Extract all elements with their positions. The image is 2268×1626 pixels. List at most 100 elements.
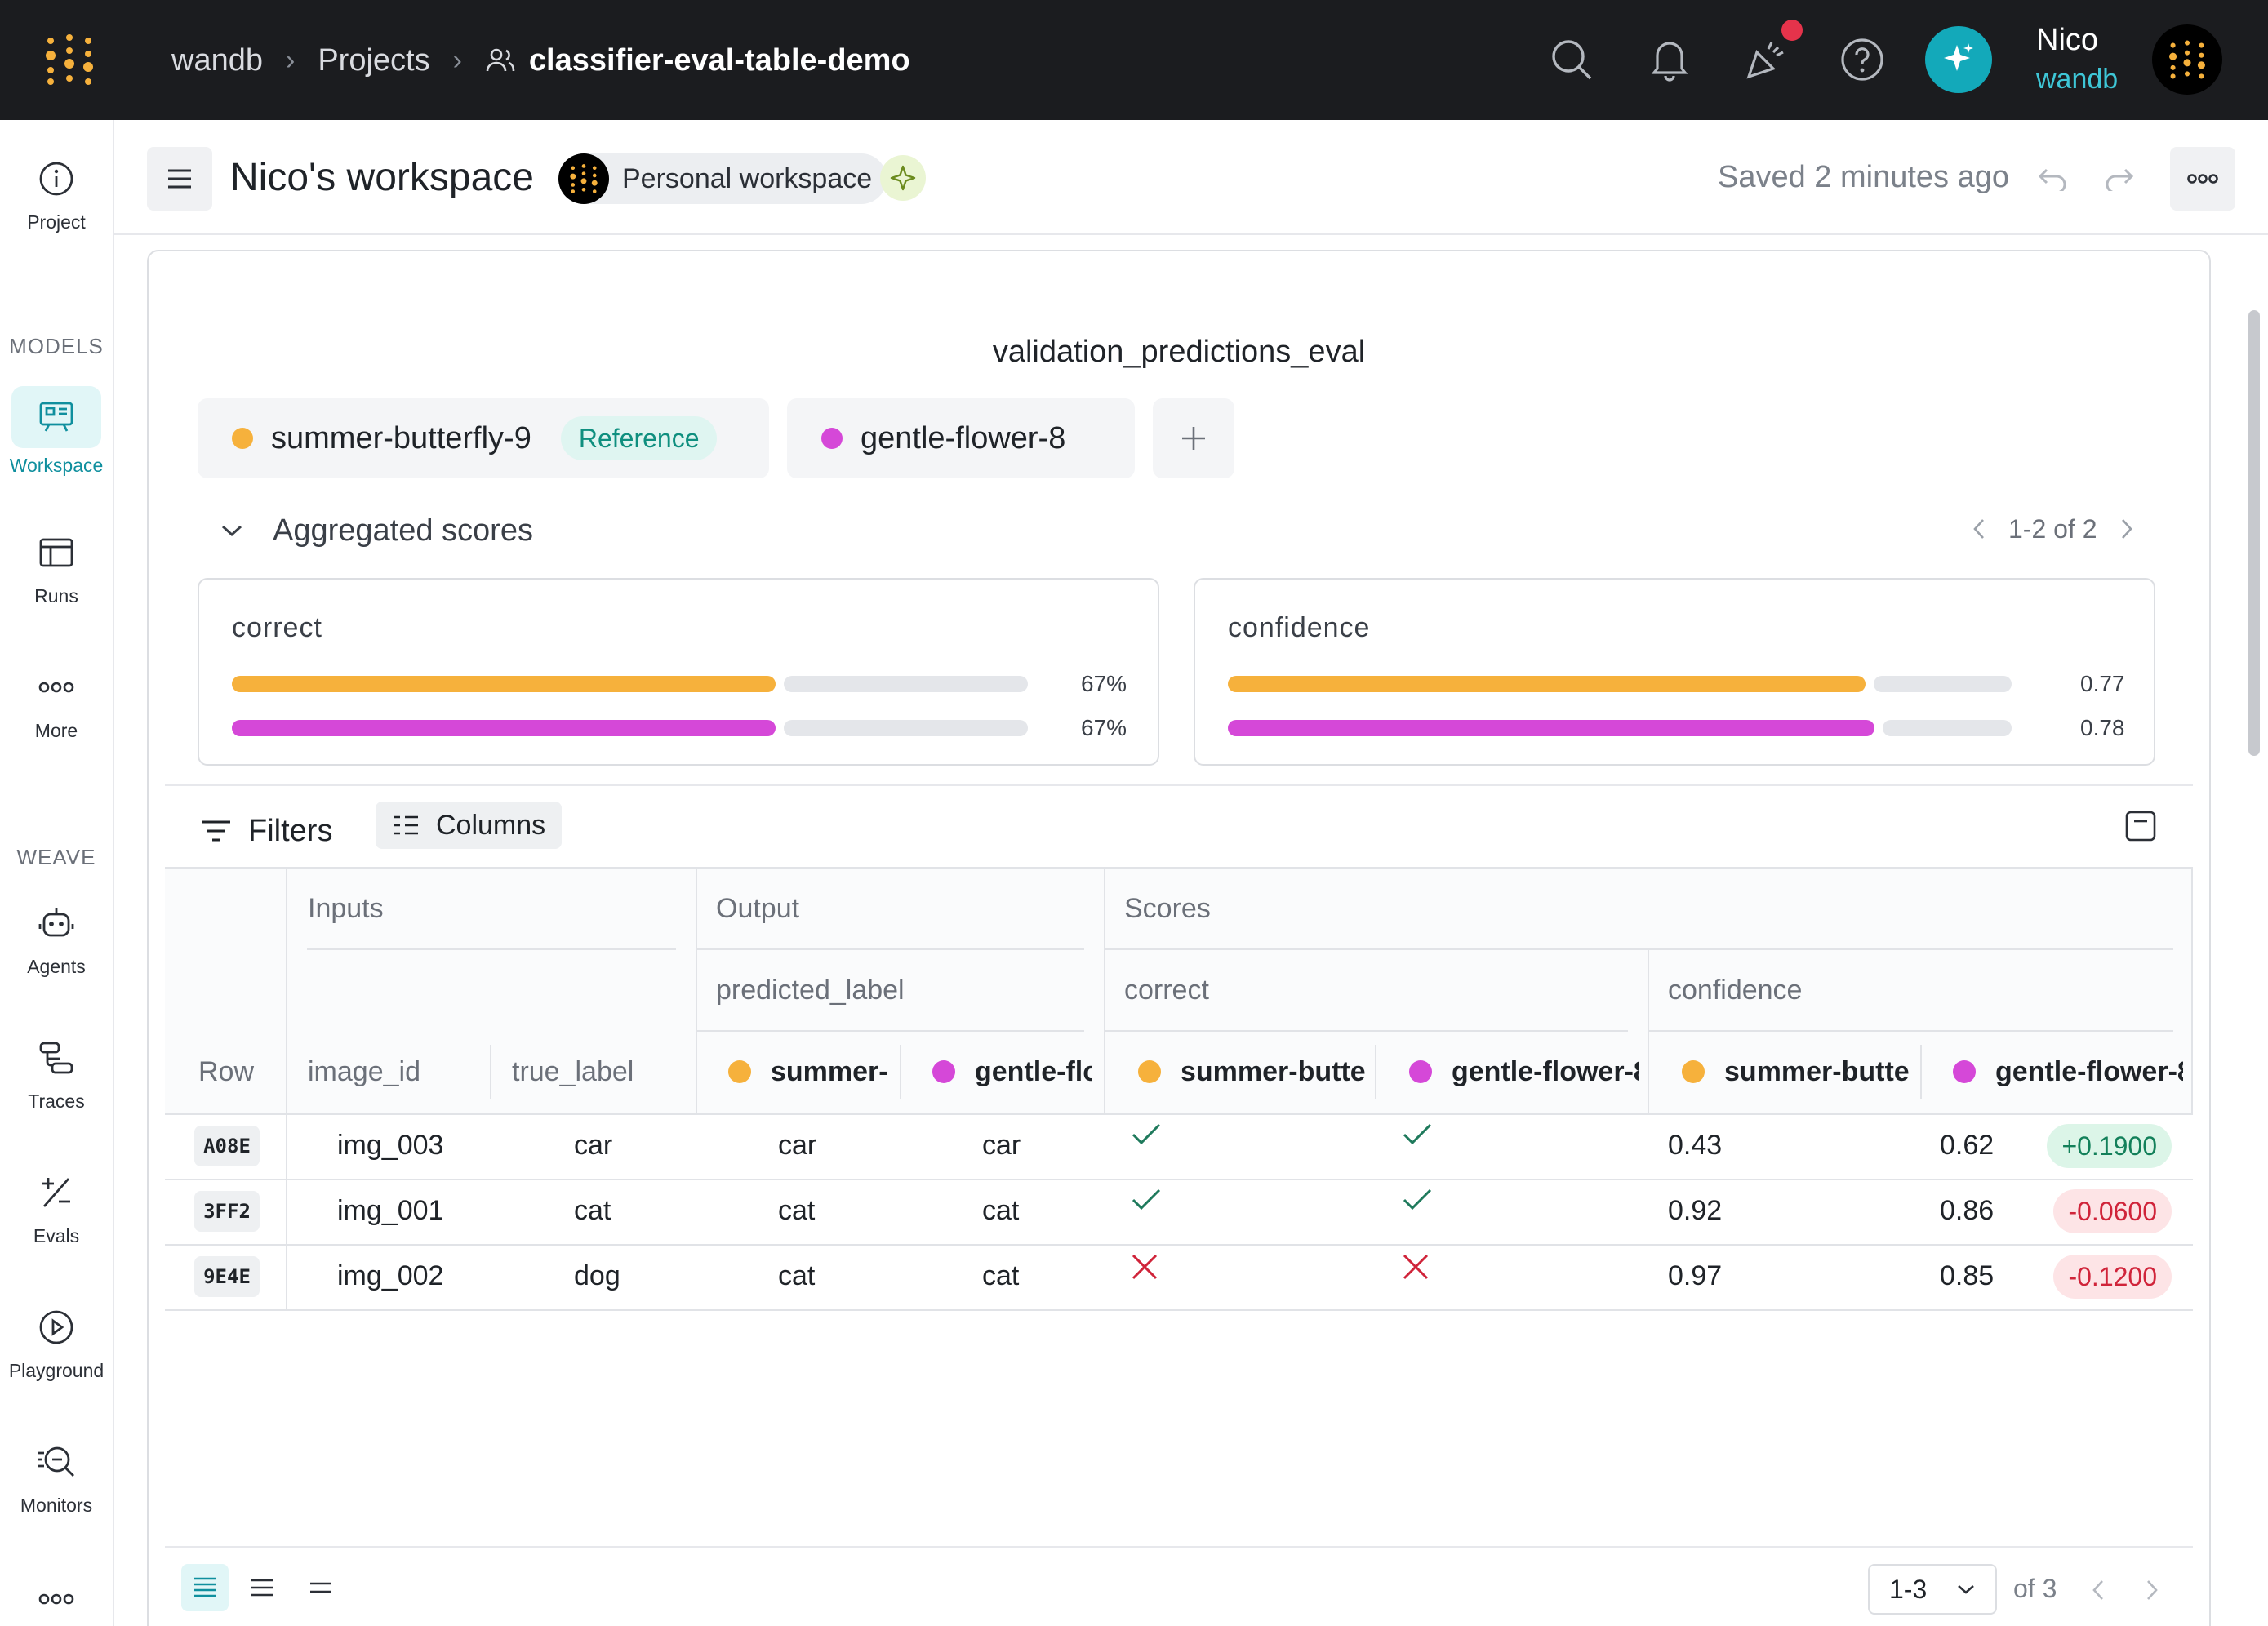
table-border: [1648, 1030, 2173, 1032]
wandb-logo-icon[interactable]: [42, 33, 96, 87]
breadcrumb: wandb › Projects › classifier-eval-table…: [171, 39, 910, 82]
avatar[interactable]: [2152, 24, 2222, 95]
row-id-badge[interactable]: 3FF2: [194, 1191, 260, 1232]
sidebar-item-workspace[interactable]: Workspace: [0, 386, 113, 477]
column-header-pred-gentle[interactable]: gentle-flc: [932, 1053, 1092, 1091]
undo-button[interactable]: [2020, 147, 2085, 211]
column-group-correct: correct: [1124, 975, 1209, 1006]
page-range-select[interactable]: 1-3: [1868, 1564, 1997, 1615]
check-icon: [1401, 1187, 1434, 1220]
chevron-right-icon: ›: [285, 44, 296, 76]
column-header-correct-summer[interactable]: summer-butter: [1138, 1053, 1365, 1091]
more-icon: [30, 1573, 82, 1625]
chevron-right-icon[interactable]: [2120, 518, 2133, 540]
score-bar-track: [784, 676, 1028, 692]
score-value: 0.78: [2080, 715, 2125, 740]
aggregated-scores-toggle[interactable]: Aggregated scores: [220, 508, 533, 553]
table-border: [2191, 867, 2193, 1113]
score-bar-fill: [1228, 676, 1866, 692]
chevron-down-icon: [1958, 1585, 1974, 1594]
header-divider: [114, 233, 2268, 235]
user-name[interactable]: Nico: [2036, 23, 2099, 57]
score-value: 67%: [1081, 671, 1127, 696]
table-border: [696, 948, 1084, 950]
row-id-badge[interactable]: A08E: [194, 1126, 260, 1166]
sidebar-item-more[interactable]: More: [0, 661, 113, 742]
more-options-button[interactable]: [2170, 147, 2235, 211]
sidebar: Project MODELS Workspace Runs More WEAVE…: [0, 120, 114, 1626]
section-divider: [165, 784, 2193, 786]
search-icon[interactable]: [1546, 34, 1597, 85]
delta-badge: -0.0600: [2053, 1189, 2172, 1233]
cell-image-id: img_002: [337, 1260, 444, 1291]
column-header-label: summer-butter: [1181, 1055, 1365, 1087]
table-icon: [30, 526, 82, 579]
model-chip-gentle-flower-8[interactable]: gentle-flower-8: [787, 398, 1135, 478]
team-icon: [486, 48, 515, 72]
bell-icon[interactable]: [1644, 34, 1695, 85]
table-border: [165, 1309, 2193, 1311]
sidebar-more-button[interactable]: [0, 1573, 113, 1625]
column-header-conf-gentle[interactable]: gentle-flower-8: [1953, 1053, 2183, 1091]
redo-button[interactable]: [2087, 147, 2152, 211]
column-header-row[interactable]: Row: [198, 1056, 255, 1087]
help-icon[interactable]: [1837, 34, 1888, 85]
sidebar-item-runs[interactable]: Runs: [0, 526, 113, 607]
column-header-label: gentle-flower-8: [1995, 1055, 2183, 1087]
hamburger-icon: [168, 169, 191, 189]
density-compact-button[interactable]: [181, 1564, 229, 1611]
vertical-scrollbar[interactable]: [2248, 310, 2260, 756]
column-header-correct-gentle[interactable]: gentle-flower-8: [1409, 1053, 1639, 1091]
filters-button[interactable]: Filters: [201, 808, 332, 854]
columns-button[interactable]: Columns: [376, 802, 563, 849]
column-header-conf-summer[interactable]: summer-butter: [1682, 1053, 1910, 1091]
page-of-text: of 3: [2013, 1574, 2057, 1603]
party-popper-icon[interactable]: [1741, 34, 1791, 85]
column-resizer[interactable]: [490, 1045, 491, 1099]
sidebar-item-label: Evals: [33, 1225, 80, 1246]
ai-assistant-icon[interactable]: [1925, 26, 1992, 93]
score-card-title: correct: [232, 612, 322, 643]
sidebar-item-evals[interactable]: Evals: [0, 1166, 113, 1247]
redo-icon: [2106, 168, 2134, 191]
workspace-badge[interactable]: Personal workspace: [558, 153, 887, 204]
breadcrumb-org[interactable]: wandb: [171, 42, 263, 78]
next-page-button[interactable]: [2137, 1574, 2167, 1606]
sparkle-icon[interactable]: [880, 155, 926, 201]
chevron-left-icon: [2092, 1580, 2103, 1600]
plus-minus-icon: [30, 1166, 82, 1219]
breadcrumb-projects[interactable]: Projects: [318, 42, 430, 78]
prev-page-button[interactable]: [2083, 1574, 2113, 1606]
workspace-badge-label: Personal workspace: [622, 162, 873, 194]
density-tall-button[interactable]: [297, 1564, 345, 1611]
panel-toggle-icon[interactable]: [2123, 808, 2159, 844]
sidebar-item-traces[interactable]: Traces: [0, 1032, 113, 1113]
density-medium-button[interactable]: [238, 1564, 286, 1611]
page-title: Nico's workspace: [230, 156, 534, 199]
sidebar-item-label: Traces: [28, 1091, 85, 1112]
row-id-badge[interactable]: 9E4E: [194, 1256, 260, 1297]
user-org[interactable]: wandb: [2036, 64, 2119, 95]
column-group-scores: Scores: [1124, 893, 1211, 924]
add-model-button[interactable]: [1153, 398, 1234, 478]
model-chip-summer-butterfly-9[interactable]: summer-butterfly-9 Reference: [198, 398, 769, 478]
column-header-image-id[interactable]: image_id: [308, 1056, 420, 1087]
model-color-dot: [1409, 1060, 1432, 1083]
column-header-pred-summer[interactable]: summer-l: [728, 1053, 888, 1091]
column-header-true-label[interactable]: true_label: [512, 1056, 634, 1087]
column-resizer[interactable]: [1920, 1045, 1922, 1099]
column-resizer[interactable]: [900, 1045, 901, 1099]
menu-button[interactable]: [147, 147, 212, 211]
sidebar-item-playground[interactable]: Playground: [0, 1301, 113, 1382]
model-color-dot: [728, 1060, 751, 1083]
breadcrumb-project[interactable]: classifier-eval-table-demo: [485, 43, 910, 78]
notification-dot: [1781, 20, 1803, 41]
sidebar-item-agents[interactable]: Agents: [0, 897, 113, 978]
chevron-right-icon: [2147, 1580, 2158, 1600]
model-color-dot: [932, 1060, 955, 1083]
sidebar-item-project[interactable]: Project: [0, 153, 113, 233]
page-range-value: 1-3: [1889, 1574, 1928, 1604]
column-resizer[interactable]: [1375, 1045, 1376, 1099]
sidebar-item-monitors[interactable]: Monitors: [0, 1436, 113, 1517]
chevron-left-icon[interactable]: [1972, 518, 1986, 540]
